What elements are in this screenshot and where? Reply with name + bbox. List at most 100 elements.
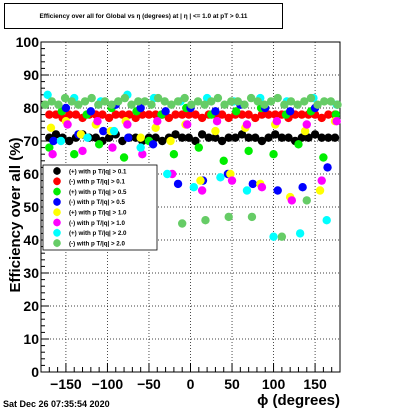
data-point	[326, 97, 336, 106]
data-point	[99, 126, 108, 136]
data-point	[273, 93, 282, 103]
y-tick-label: 100	[16, 34, 40, 50]
data-point	[104, 133, 114, 142]
y-tick-label: 40	[23, 232, 39, 248]
data-point	[332, 117, 341, 126]
data-point	[127, 100, 136, 109]
data-point	[104, 113, 114, 123]
data-point	[306, 93, 316, 103]
data-point	[247, 212, 257, 222]
data-point	[136, 103, 145, 113]
data-point	[226, 169, 235, 179]
data-point	[94, 140, 104, 149]
data-point	[100, 97, 110, 106]
legend-marker	[53, 229, 61, 237]
data-point	[71, 110, 81, 119]
data-point	[177, 219, 187, 228]
data-point	[40, 100, 50, 109]
data-point	[169, 150, 179, 159]
data-point	[272, 117, 282, 126]
data-point	[197, 113, 207, 123]
data-point	[219, 156, 228, 165]
data-point	[213, 93, 223, 103]
series-8	[40, 93, 342, 241]
legend-marker	[53, 177, 61, 186]
legend-label: (-) with p T/|q| > 1.0	[69, 220, 125, 227]
data-point	[264, 133, 273, 142]
data-point	[251, 113, 260, 123]
data-point	[49, 136, 58, 146]
data-point	[269, 232, 278, 241]
data-point	[43, 90, 52, 100]
legend-marker	[53, 218, 61, 227]
data-point	[153, 93, 163, 103]
data-point	[98, 110, 107, 119]
data-point	[61, 103, 71, 113]
legend-label: (-) with p T/|q| > 0.1	[69, 179, 125, 186]
data-point	[287, 196, 297, 205]
data-point	[184, 133, 194, 142]
data-point	[233, 97, 243, 106]
legend-marker	[53, 239, 61, 247]
data-point	[191, 110, 200, 119]
data-point	[280, 100, 289, 109]
data-point	[151, 110, 160, 119]
data-point	[273, 186, 282, 195]
data-point	[251, 133, 260, 142]
data-point	[87, 93, 96, 103]
data-point	[224, 212, 233, 222]
data-point	[257, 183, 267, 192]
data-point	[48, 150, 57, 159]
data-point	[138, 150, 147, 159]
data-point	[300, 97, 309, 106]
data-point	[45, 110, 54, 119]
data-point	[333, 100, 342, 109]
data-point	[271, 130, 280, 139]
data-point	[163, 169, 172, 179]
data-point	[217, 110, 227, 119]
legend-box	[42, 164, 158, 251]
legend-label: (-) with p T/|q| > 0.5	[69, 199, 125, 206]
data-point	[211, 107, 220, 116]
y-tick-label: 90	[23, 67, 39, 83]
data-point	[224, 113, 233, 123]
data-point	[298, 183, 307, 192]
data-point	[147, 100, 156, 109]
data-point	[46, 123, 56, 132]
data-point	[257, 110, 267, 119]
data-point	[200, 100, 209, 109]
y-tick-label: 0	[31, 364, 39, 380]
legend-marker	[53, 208, 61, 216]
data-point	[177, 133, 187, 142]
data-point	[74, 100, 83, 109]
data-point	[51, 130, 61, 139]
data-point	[207, 97, 216, 106]
data-point	[304, 133, 313, 142]
data-point	[131, 113, 140, 123]
data-point	[224, 133, 233, 142]
data-point	[271, 110, 280, 119]
data-point	[253, 97, 262, 106]
data-point	[91, 133, 101, 142]
x-tick-label: −50	[137, 376, 161, 392]
data-point	[158, 136, 167, 146]
data-point	[63, 120, 72, 129]
data-point	[167, 100, 176, 109]
x-tick-label: 150	[303, 376, 327, 392]
data-point	[317, 176, 326, 185]
legend-marker	[53, 187, 61, 196]
data-point	[237, 130, 247, 139]
series-6	[48, 117, 341, 205]
data-point	[315, 186, 325, 195]
y-tick-label: 50	[23, 199, 39, 215]
data-point	[294, 140, 303, 149]
data-point	[286, 97, 296, 106]
data-point	[161, 107, 170, 116]
data-point	[123, 120, 132, 129]
data-point	[217, 136, 227, 146]
data-point	[293, 100, 302, 109]
y-tick-label: 80	[23, 100, 39, 116]
x-tick-label: −150	[50, 376, 82, 392]
data-point	[220, 100, 229, 109]
axes: 0 10 20 30 40 50 60 70 80 90 100 −150 −100 −50 0 50 100 1…	[16, 34, 333, 392]
